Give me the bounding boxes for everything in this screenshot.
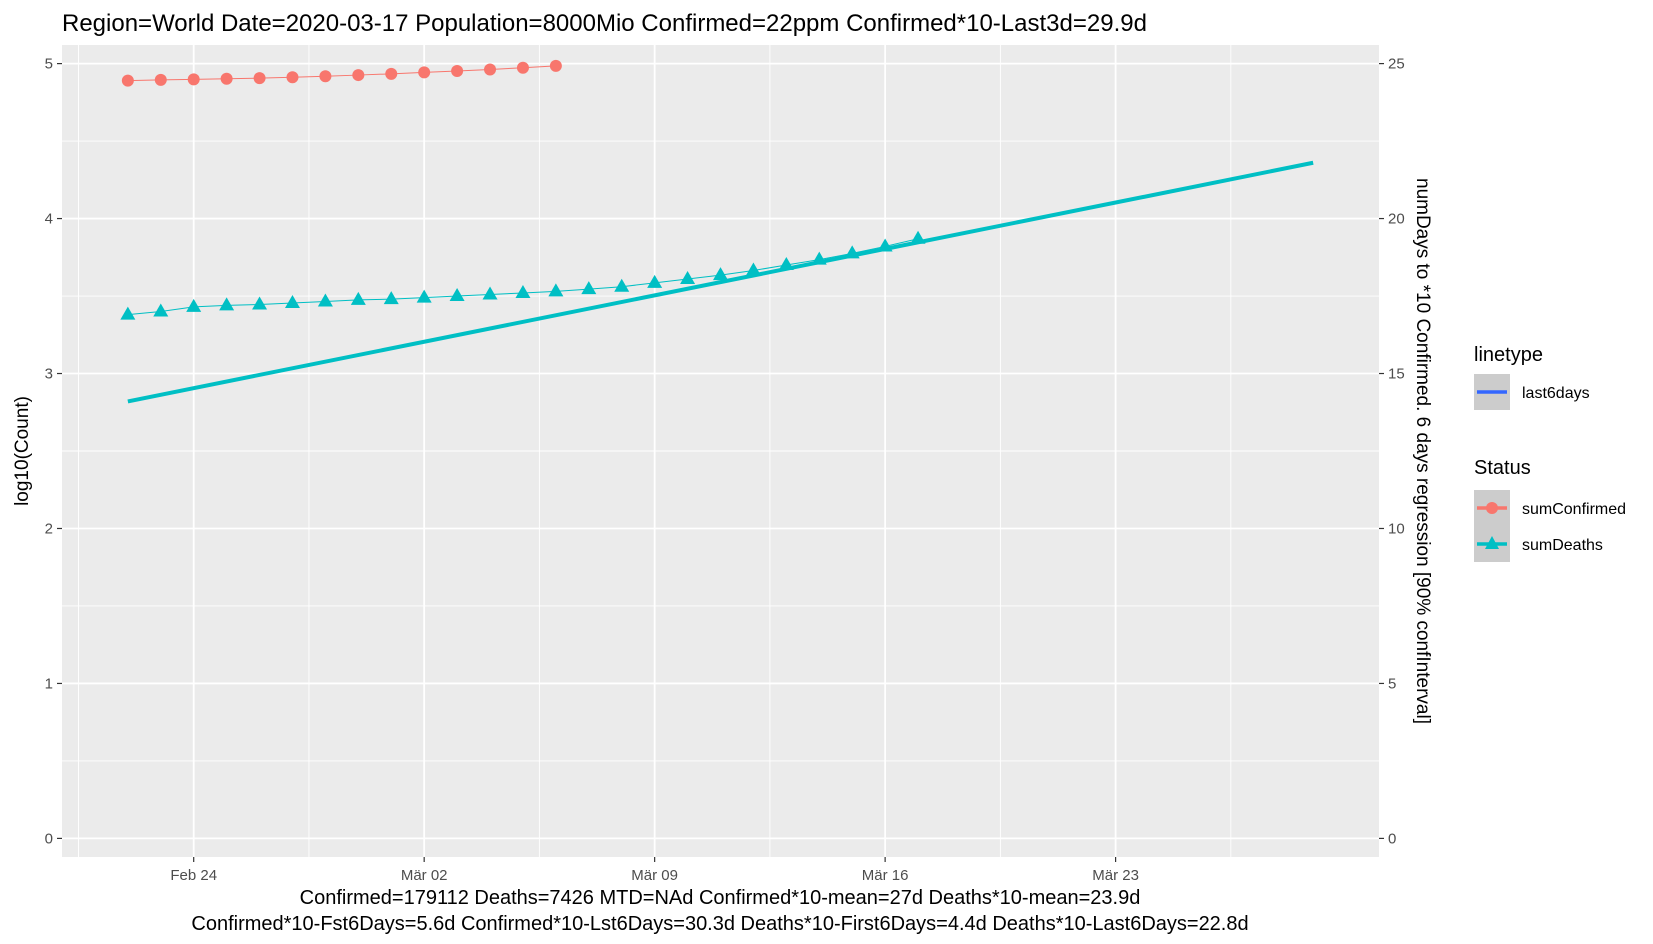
x-tick-label: Mär 02 bbox=[401, 867, 448, 884]
data-point-sumconfirmed bbox=[549, 59, 562, 72]
data-point-sumconfirmed bbox=[484, 63, 497, 76]
legend-label-last6days: last6days bbox=[1522, 385, 1590, 402]
regression-line bbox=[127, 160, 1314, 404]
data-point-sumdeaths bbox=[449, 288, 465, 302]
y-right-tick-label: 15 bbox=[1388, 366, 1405, 383]
legend-status: Status sumConfirmed sumDeaths bbox=[1474, 457, 1626, 562]
major-gridlines bbox=[62, 45, 1379, 857]
legend-marker-sumconfirmed bbox=[1486, 502, 1498, 514]
legend-marker-sumdeaths bbox=[1485, 536, 1499, 549]
y-tick-label: 5 bbox=[45, 56, 53, 73]
data-point-sumdeaths bbox=[647, 274, 663, 288]
y-right-tick-label: 25 bbox=[1388, 56, 1405, 73]
data-point-sumdeaths bbox=[252, 296, 268, 310]
data-point-sumdeaths bbox=[713, 267, 728, 281]
data-point-sumdeaths bbox=[416, 289, 432, 303]
caption-line-1: Confirmed=179112 Deaths=7426 MTD=NAd Con… bbox=[300, 887, 1141, 909]
x-tick-label: Mär 09 bbox=[631, 867, 678, 884]
x-tick-label: Mär 23 bbox=[1092, 867, 1139, 884]
data-point-sumdeaths bbox=[284, 295, 300, 309]
caption-line-2: Confirmed*10-Fst6Days=5.6d Confirmed*10-… bbox=[191, 913, 1248, 935]
data-point-sumdeaths bbox=[745, 262, 761, 276]
data-point-sumdeaths bbox=[317, 293, 333, 307]
data-point-sumdeaths bbox=[548, 283, 564, 297]
y-tick-label: 4 bbox=[45, 211, 53, 228]
data-point-sumconfirmed bbox=[253, 72, 266, 85]
x-tick-label: Feb 24 bbox=[170, 867, 217, 884]
y-tick-label: 0 bbox=[45, 830, 53, 847]
data-point-sumdeaths bbox=[581, 281, 597, 295]
data-point-sumdeaths bbox=[186, 298, 202, 312]
left-y-axis: 0 1 2 3 4 5 bbox=[45, 56, 62, 847]
data-point-sumdeaths bbox=[120, 306, 136, 320]
data-point-sumdeaths bbox=[482, 286, 498, 300]
data-point-sumconfirmed bbox=[319, 70, 332, 83]
y-axis-title-right: numDays to *10 Confirmed. 6 days regress… bbox=[1412, 178, 1433, 724]
y-tick-label: 1 bbox=[45, 675, 53, 692]
chart-title: Region=World Date=2020-03-17 Population=… bbox=[62, 10, 1147, 37]
y-right-tick-label: 5 bbox=[1388, 675, 1396, 692]
legend-label-sumconfirmed: sumConfirmed bbox=[1522, 501, 1626, 518]
data-point-sumdeaths bbox=[350, 291, 366, 305]
legend-status-title: Status bbox=[1474, 457, 1531, 479]
data-point-sumdeaths bbox=[219, 297, 235, 311]
right-y-axis: 0 5 10 15 20 25 bbox=[1379, 56, 1405, 847]
data-point-sumconfirmed bbox=[352, 69, 365, 82]
y-tick-label: 3 bbox=[45, 366, 53, 383]
legend-label-sumdeaths: sumDeaths bbox=[1522, 537, 1603, 554]
minor-gridlines bbox=[62, 45, 1379, 857]
y-right-tick-label: 0 bbox=[1388, 830, 1396, 847]
data-point-sumdeaths bbox=[153, 303, 169, 317]
x-axis: Feb 24 Mär 02 Mär 09 Mär 16 Mär 23 bbox=[170, 857, 1139, 884]
data-point-sumconfirmed bbox=[286, 71, 299, 84]
data-point-sumconfirmed bbox=[121, 74, 134, 87]
legend-linetype: linetype last6days bbox=[1474, 344, 1590, 410]
data-point-sumconfirmed bbox=[516, 61, 529, 74]
data-point-sumdeaths bbox=[515, 284, 531, 298]
data-point-sumdeaths bbox=[383, 291, 399, 305]
data-point-sumconfirmed bbox=[154, 73, 167, 86]
y-tick-label: 2 bbox=[45, 520, 53, 537]
data-point-sumconfirmed bbox=[385, 67, 398, 80]
legend-linetype-title: linetype bbox=[1474, 344, 1543, 366]
data-point-sumconfirmed bbox=[220, 72, 233, 85]
data-point-sumdeaths bbox=[680, 270, 696, 284]
data-point-sumconfirmed bbox=[187, 73, 200, 86]
series-layer bbox=[120, 59, 1314, 404]
x-tick-label: Mär 16 bbox=[862, 867, 909, 884]
data-point-sumconfirmed bbox=[418, 66, 431, 79]
y-right-tick-label: 10 bbox=[1388, 520, 1405, 537]
y-right-tick-label: 20 bbox=[1388, 211, 1405, 228]
data-point-sumdeaths bbox=[614, 278, 630, 292]
data-point-sumconfirmed bbox=[451, 65, 464, 78]
y-axis-title-left: log10(Count) bbox=[12, 396, 33, 506]
